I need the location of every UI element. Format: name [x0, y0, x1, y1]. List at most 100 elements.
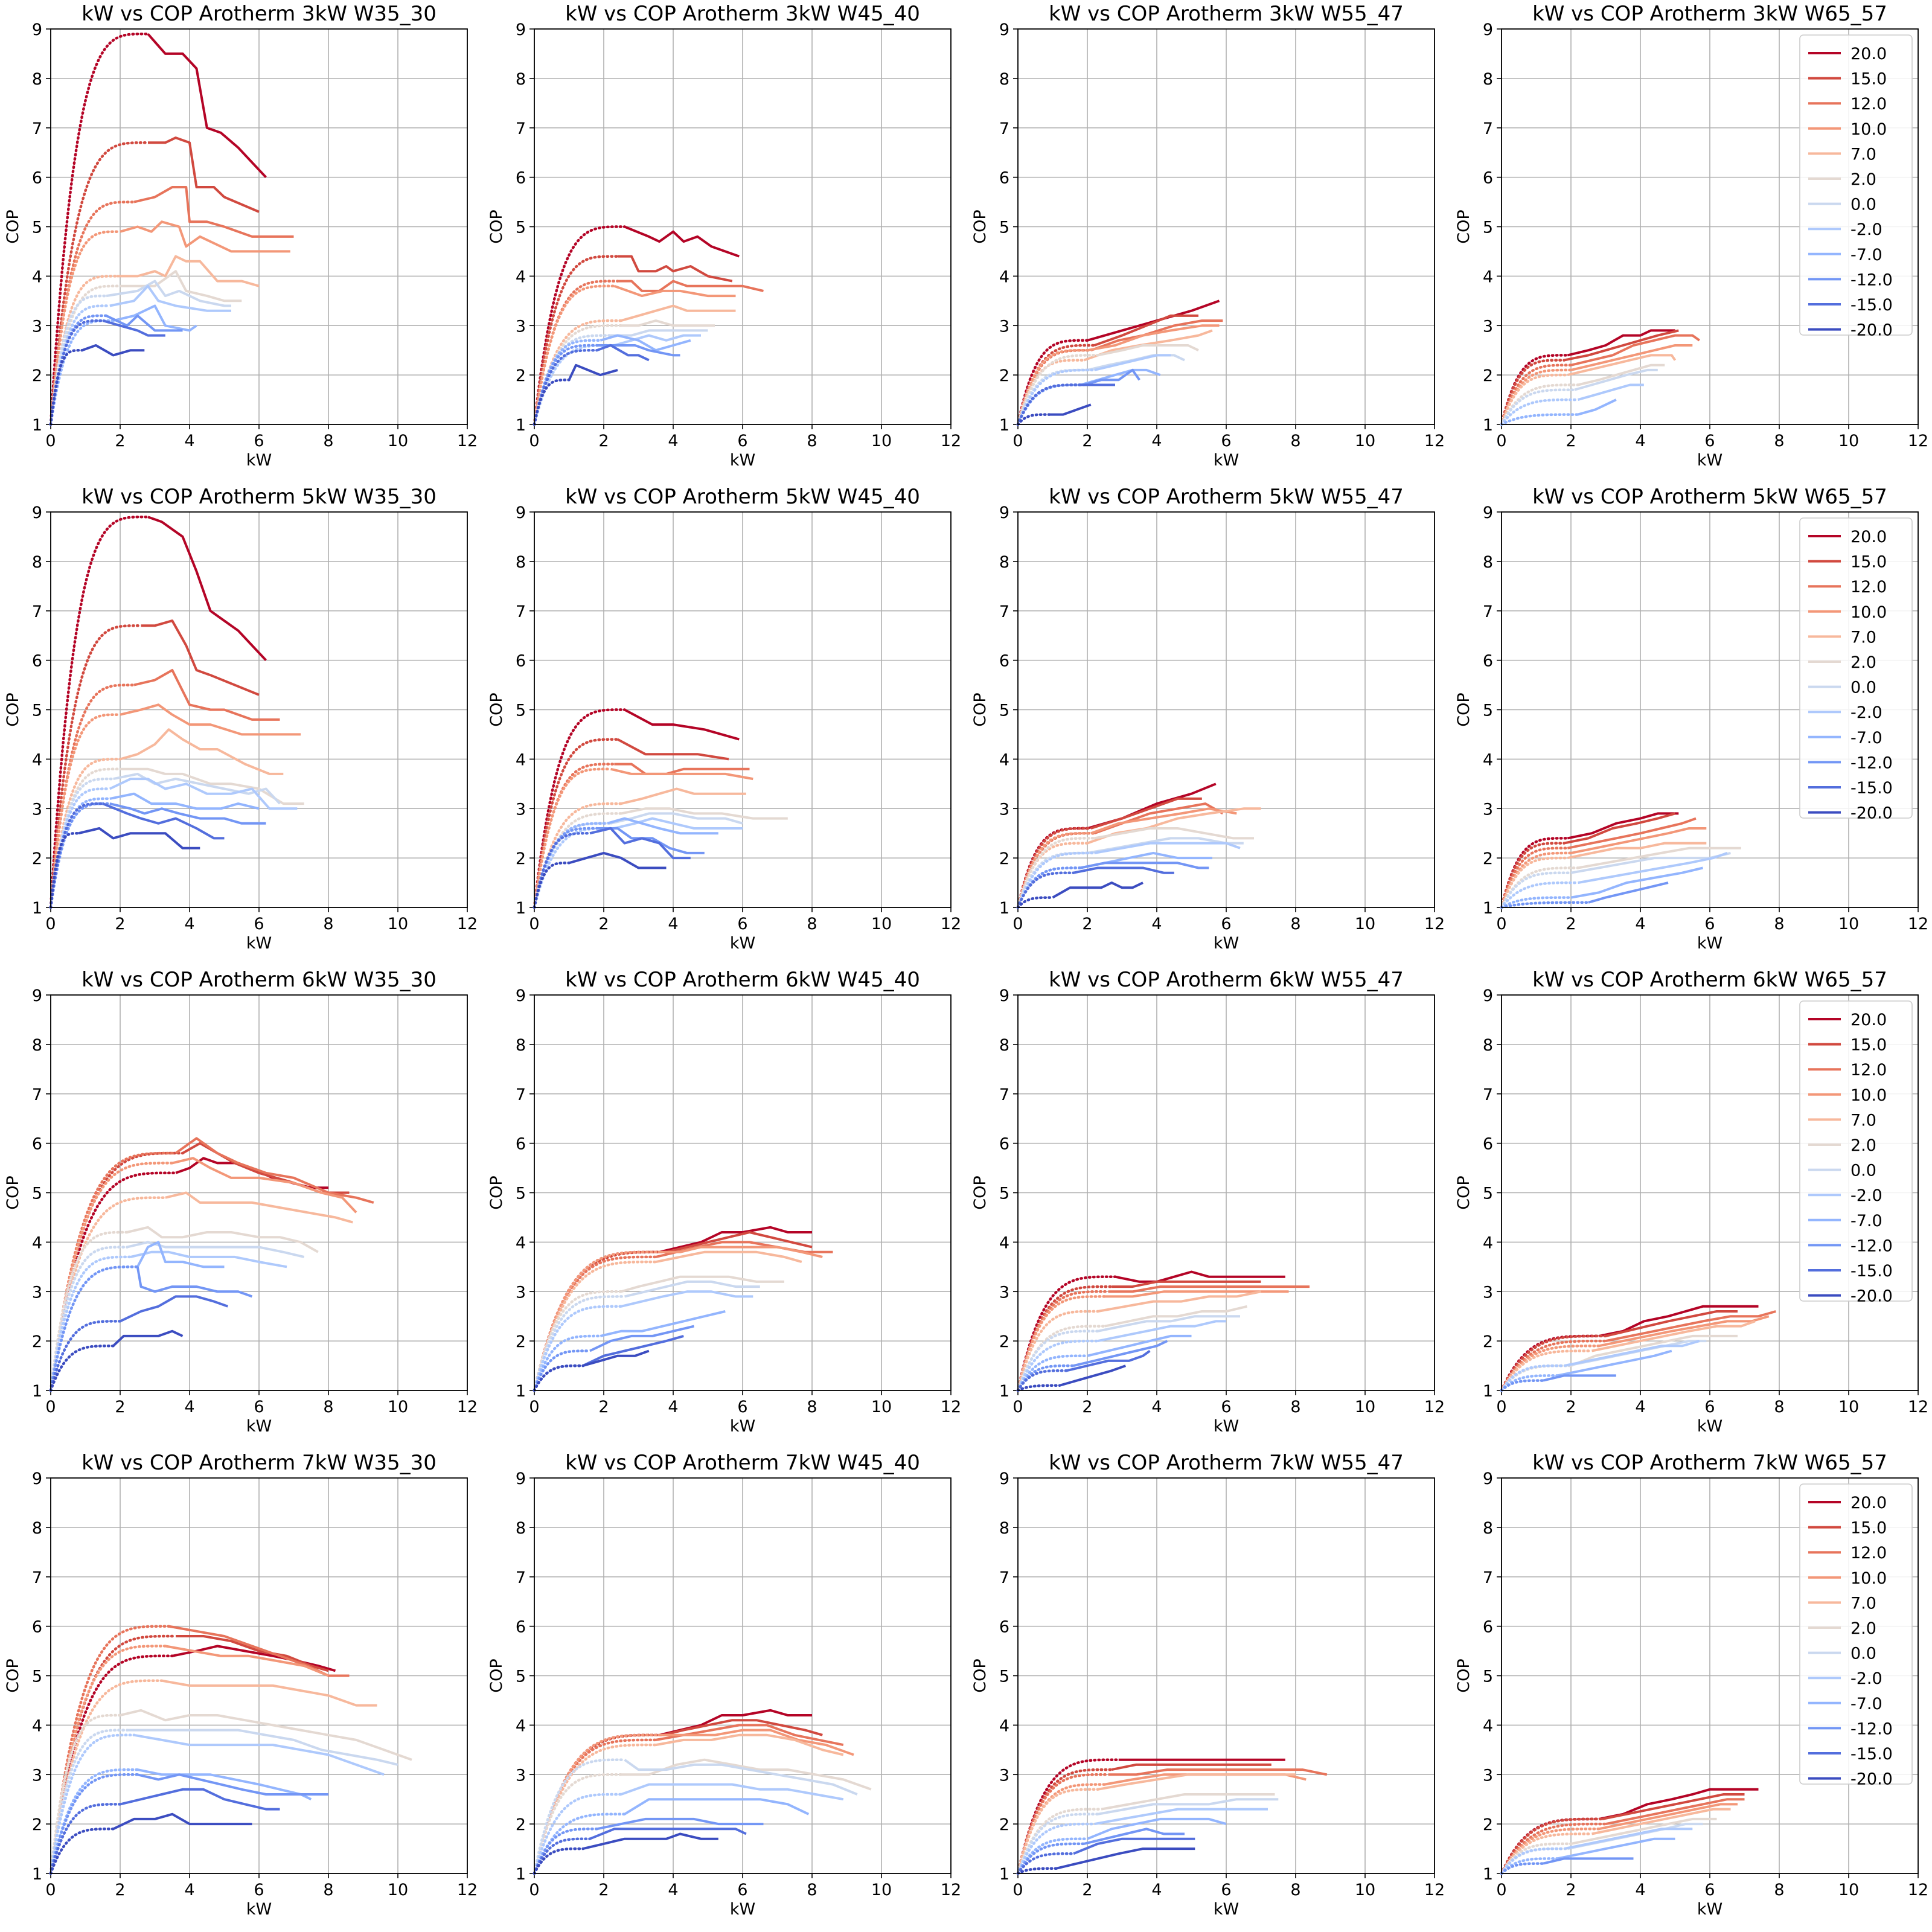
y-axis-label: COP — [971, 693, 990, 726]
series-extrapolation-10.0 — [49, 1162, 174, 1392]
y-tick-label: 3 — [32, 800, 42, 819]
y-tick-label: 1 — [32, 416, 42, 435]
subplot-title: kW vs COP Arotherm 6kW W55_47 — [1049, 968, 1404, 992]
x-tick-label: 0 — [529, 1881, 539, 1899]
x-tick-label: 6 — [1221, 432, 1231, 450]
x-tick-label: 8 — [1290, 1398, 1300, 1416]
x-tick-label: 0 — [529, 432, 539, 450]
series-line--12.0 — [109, 802, 266, 825]
series-extrapolation--15.0 — [49, 1320, 122, 1392]
y-tick-label: 9 — [1483, 987, 1493, 1005]
series-line-15.0 — [617, 738, 729, 761]
x-axis-label: kW — [1697, 934, 1722, 953]
x-tick-label: 4 — [1635, 1881, 1645, 1899]
series-extrapolation-15.0 — [1500, 1817, 1604, 1875]
series-line-12.0 — [1108, 1768, 1328, 1776]
plot-frame — [1017, 1477, 1435, 1874]
series-line-2.0 — [1570, 1817, 1717, 1845]
series-line-15.0 — [148, 136, 260, 213]
x-tick-label: 4 — [184, 1881, 194, 1899]
series-line-12.0 — [174, 1137, 374, 1204]
x-tick-label: 8 — [1774, 432, 1784, 450]
x-tick-label: 10 — [871, 432, 892, 450]
series-line--15.0 — [589, 1828, 747, 1840]
series-line-20.0 — [171, 1645, 336, 1672]
series-line--2.0 — [1577, 383, 1644, 401]
series-line-7.0 — [621, 304, 736, 322]
legend-label: 15.0 — [1850, 1036, 1887, 1055]
series-line--15.0 — [1073, 1837, 1195, 1855]
series-line--12.0 — [597, 344, 680, 357]
series-extrapolation--20.0 — [1016, 1384, 1061, 1392]
series-line-15.0 — [666, 1231, 813, 1253]
series-extrapolation-0.0 — [1016, 1329, 1099, 1392]
series-extrapolation--2.0 — [1016, 1822, 1096, 1875]
y-tick-label: 4 — [1483, 750, 1493, 769]
x-tick-label: 4 — [1635, 915, 1645, 933]
series-line--2.0 — [109, 284, 231, 312]
y-tick-label: 8 — [999, 553, 1009, 572]
plot-frame — [1501, 511, 1919, 908]
x-tick-label: 4 — [1151, 432, 1162, 450]
y-tick-label: 5 — [516, 219, 526, 237]
series-extrapolation-12.0 — [1016, 1290, 1110, 1392]
x-tick-label: 8 — [807, 1398, 817, 1416]
y-tick-label: 7 — [1483, 120, 1493, 138]
series-line--2.0 — [133, 1733, 385, 1776]
series-extrapolation-2.0 — [49, 1230, 129, 1392]
series-line-10.0 — [1598, 1315, 1770, 1348]
y-tick-label: 1 — [999, 416, 1009, 435]
series-line--15.0 — [1073, 866, 1174, 874]
series-line-10.0 — [120, 703, 301, 736]
x-tick-label: 8 — [807, 1881, 817, 1899]
legend-label: 10.0 — [1850, 120, 1887, 139]
series-line-2.0 — [120, 270, 242, 302]
plot-frame — [50, 1477, 468, 1874]
series-line--20.0 — [1052, 881, 1144, 899]
y-tick-label: 9 — [516, 21, 526, 39]
legend-label: 12.0 — [1850, 578, 1887, 597]
y-tick-label: 7 — [516, 1569, 526, 1587]
x-tick-label: 0 — [1012, 432, 1023, 450]
series-extrapolation--20.0 — [533, 862, 571, 909]
y-tick-label: 4 — [1483, 267, 1493, 286]
legend-label: 0.0 — [1850, 1645, 1876, 1663]
series-line-7.0 — [621, 787, 746, 805]
series-extrapolation--15.0 — [1016, 871, 1075, 909]
legend-label: 7.0 — [1850, 1111, 1876, 1130]
y-tick-label: 1 — [999, 1382, 1009, 1401]
y-tick-label: 2 — [1483, 1332, 1493, 1351]
series-line-0.0 — [610, 329, 708, 337]
series-extrapolation--2.0 — [533, 1305, 623, 1392]
series-line-7.0 — [161, 1679, 377, 1707]
series-extrapolation--15.0 — [1016, 1852, 1075, 1875]
series-line-15.0 — [1564, 812, 1676, 845]
series-line-10.0 — [171, 1157, 357, 1214]
series-extrapolation-10.0 — [1016, 1295, 1107, 1392]
x-axis-label: kW — [1214, 1417, 1239, 1436]
x-tick-label: 6 — [1221, 1881, 1231, 1899]
series-extrapolation--7.0 — [533, 1334, 602, 1392]
series-extrapolation-7.0 — [1500, 373, 1569, 426]
series-extrapolation--7.0 — [533, 339, 602, 426]
series-line--15.0 — [596, 344, 650, 362]
subplot-title: kW vs COP Arotherm 3kW W65_57 — [1532, 2, 1887, 26]
series-line-20.0 — [147, 516, 267, 661]
x-tick-label: 6 — [1704, 432, 1715, 450]
y-tick-label: 4 — [999, 1716, 1009, 1735]
series-extrapolation--12.0 — [533, 1349, 592, 1392]
y-tick-label: 3 — [516, 1283, 526, 1302]
x-tick-label: 10 — [1838, 1398, 1859, 1416]
y-tick-label: 3 — [1483, 1766, 1493, 1785]
series-extrapolation-0.0 — [1016, 1812, 1099, 1875]
series-line-10.0 — [659, 1729, 854, 1756]
y-tick-label: 7 — [1483, 1569, 1493, 1587]
y-tick-label: 5 — [32, 1668, 42, 1686]
series-line-2.0 — [1104, 1305, 1247, 1328]
series-line--7.0 — [1556, 1837, 1675, 1860]
plot-frame — [534, 511, 952, 908]
series-line-10.0 — [610, 767, 753, 781]
series-line-0.0 — [1097, 1798, 1279, 1815]
